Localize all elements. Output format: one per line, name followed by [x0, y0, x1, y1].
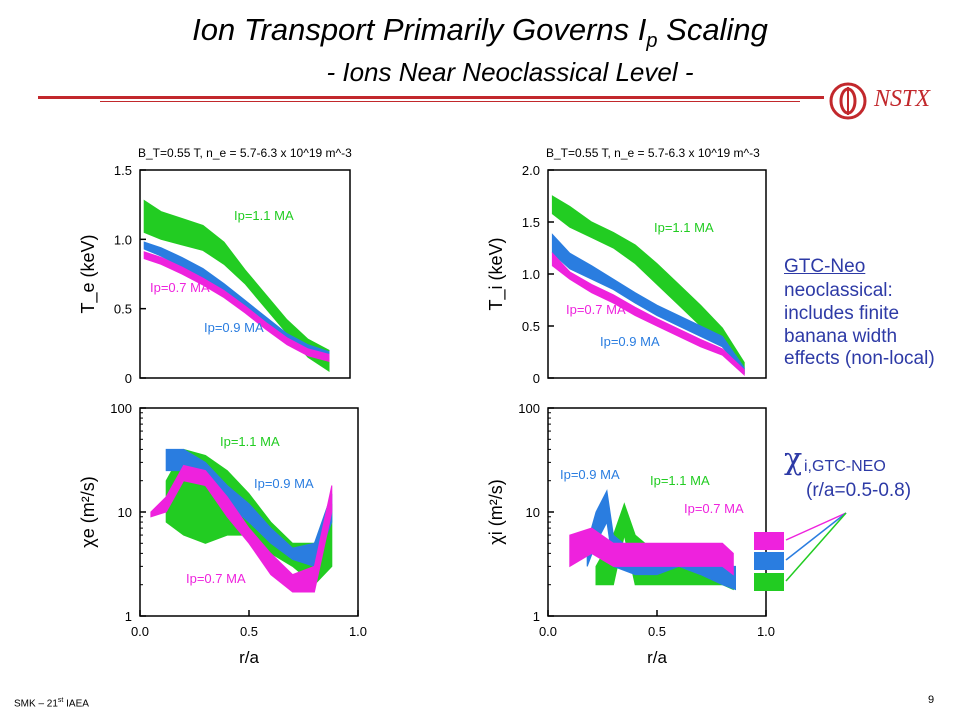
title-tail-text: Scaling	[657, 12, 768, 47]
footer-text-a: SMK – 21	[14, 698, 58, 710]
x-axis-label-chie: r/a	[239, 648, 259, 667]
series-annotation-chii-0: Ip=0.9 MA	[560, 467, 620, 482]
chart-chii: 1 10 100 0.0 0.5 1.0 r/a χi (m²/s) Ip=0.9 MA Ip=1…	[486, 401, 775, 667]
series-annotation-chie-1: Ip=0.9 MA	[254, 476, 314, 491]
y-tick-label-te-2: 1.0	[114, 232, 132, 247]
x-axis-label-chii: r/a	[647, 648, 667, 667]
chart-chie: 1 10 100 0.0 0.5 1.0 r/a χe (m²/s) Ip=1.1 MA Ip=0…	[78, 401, 367, 667]
y-tick-label-chii-0: 1	[533, 609, 540, 624]
x-tick-label-chii-0: 0.0	[539, 624, 557, 639]
series-annotation-ti-1: Ip=0.7 MA	[566, 302, 626, 317]
footer-conference: SMK – 21st IAEA	[14, 697, 89, 709]
series-annotation-ti-2: Ip=0.9 MA	[600, 334, 660, 349]
footer-sup: st	[57, 697, 64, 704]
logo-text: NSTX	[874, 86, 931, 112]
slide-subtitle: - Ions Near Neoclassical Level -	[326, 57, 694, 87]
y-axis-label-ti: T_i (keV)	[486, 237, 507, 310]
series-band-chie-2	[150, 464, 333, 593]
y-tick-label-ti-3: 1.5	[522, 215, 540, 230]
slide-title: Ion Transport Primarily Governs Ip Scali…	[0, 12, 960, 53]
y-tick-label-chii-2: 100	[518, 401, 540, 416]
series-annotation-chii-2: Ip=0.7 MA	[684, 501, 744, 516]
y-tick-label-te-0: 0	[125, 371, 132, 386]
arrow-lines	[785, 512, 847, 582]
series-band-te-0	[143, 199, 330, 373]
swatch-ip11	[754, 573, 784, 591]
y-tick-label-chie-2: 100	[110, 401, 132, 416]
y-tick-label-ti-0: 0	[533, 371, 540, 386]
gtc-neo-heading: GTC-Neo	[784, 256, 866, 277]
chi-symbol: χ	[784, 442, 803, 477]
title-subscript: p	[646, 30, 658, 53]
x-tick-label-chii-2: 1.0	[757, 624, 775, 639]
y-tick-label-ti-4: 2.0	[522, 163, 540, 178]
x-tick-label-chie-1: 0.5	[240, 624, 258, 639]
chart-header-te: B_T=0.55 T, n_e = 5.7-6.3 x 10^19 m^-3	[138, 146, 352, 160]
y-tick-label-te-1: 0.5	[114, 302, 132, 317]
chi-subscript: i,GTC-NEO	[804, 458, 886, 475]
series-annotation-chie-0: Ip=1.1 MA	[220, 434, 280, 449]
page-number: 9	[928, 694, 935, 706]
y-axis-label-te: T_e (keV)	[78, 234, 99, 313]
y-axis-label-chie: χe (m²/s)	[78, 476, 98, 547]
swatch-ip07	[754, 532, 784, 550]
footer-text-b: IAEA	[63, 698, 89, 710]
y-axis-label-chii: χi (m²/s)	[486, 479, 506, 544]
chart-te: 0 0.5 1.0 1.5 T_e (keV) B_T=0.55 T, n_e = 5.7…	[78, 146, 352, 386]
y-tick-label-chii-1: 10	[526, 505, 540, 520]
series-annotation-te-0: Ip=1.1 MA	[234, 208, 294, 223]
chart-ti: 0 0.5 1.0 1.5 2.0 T_i (keV) B_T=0.55 T, n_e = …	[486, 146, 767, 386]
swatch-ip09	[754, 552, 784, 570]
series-annotation-chii-1: Ip=1.1 MA	[650, 473, 710, 488]
gtc-neo-description: neoclassical: includes finite banana wid…	[784, 280, 935, 370]
nstx-logo-icon	[829, 82, 867, 120]
y-tick-label-te-3: 1.5	[114, 163, 132, 178]
x-tick-label-chii-1: 0.5	[648, 624, 666, 639]
series-annotation-te-1: Ip=0.7 MA	[150, 280, 210, 295]
title-rule-thin	[100, 101, 800, 102]
title-main-text: Ion Transport Primarily Governs I	[192, 12, 647, 47]
y-tick-label-ti-2: 1.0	[522, 267, 540, 282]
y-tick-label-chie-1: 10	[118, 505, 132, 520]
chart-header-ti: B_T=0.55 T, n_e = 5.7-6.3 x 10^19 m^-3	[546, 146, 760, 160]
y-tick-label-ti-1: 0.5	[522, 319, 540, 334]
series-band-chii-2	[569, 527, 734, 576]
plot-frame-te	[139, 169, 351, 379]
x-tick-label-chie-0: 0.0	[131, 624, 149, 639]
series-annotation-chie-2: Ip=0.7 MA	[186, 571, 246, 586]
series-band-te-2	[143, 251, 330, 363]
series-annotation-te-2: Ip=0.9 MA	[204, 320, 264, 335]
series-annotation-ti-0: Ip=1.1 MA	[654, 220, 714, 235]
series-band-ti-2	[551, 251, 745, 377]
chi-range: (r/a=0.5-0.8)	[806, 480, 912, 501]
x-tick-label-chie-2: 1.0	[349, 624, 367, 639]
title-rule	[38, 96, 824, 99]
y-tick-label-chie-0: 1	[125, 609, 132, 624]
